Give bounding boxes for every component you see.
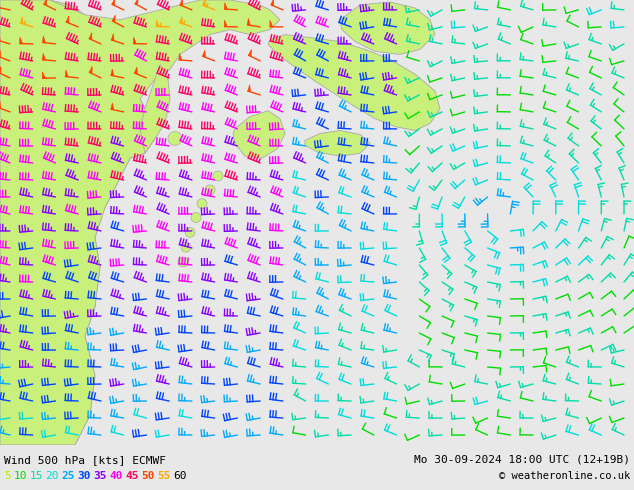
Text: 35: 35 — [93, 471, 107, 481]
Polygon shape — [44, 0, 47, 5]
Polygon shape — [66, 16, 69, 23]
Polygon shape — [270, 21, 273, 27]
Polygon shape — [233, 111, 285, 158]
Polygon shape — [65, 70, 68, 77]
Polygon shape — [0, 0, 280, 445]
Polygon shape — [268, 35, 440, 130]
Text: © weatheronline.co.uk: © weatheronline.co.uk — [499, 471, 630, 481]
Text: 30: 30 — [77, 471, 91, 481]
Text: 60: 60 — [174, 471, 187, 481]
Polygon shape — [203, 0, 205, 6]
Polygon shape — [248, 85, 250, 92]
Polygon shape — [89, 33, 92, 40]
Polygon shape — [42, 36, 46, 43]
Circle shape — [185, 227, 195, 237]
Polygon shape — [305, 130, 370, 156]
Circle shape — [213, 171, 223, 181]
Text: 55: 55 — [157, 471, 171, 481]
Polygon shape — [133, 37, 136, 44]
Polygon shape — [111, 69, 113, 76]
Text: 20: 20 — [46, 471, 59, 481]
Circle shape — [197, 199, 207, 209]
Text: 40: 40 — [110, 471, 123, 481]
Polygon shape — [20, 17, 23, 24]
Polygon shape — [0, 67, 1, 74]
Polygon shape — [247, 19, 250, 25]
Polygon shape — [134, 67, 137, 74]
Circle shape — [168, 131, 182, 146]
Text: 45: 45 — [126, 471, 139, 481]
Polygon shape — [135, 0, 138, 5]
Polygon shape — [224, 20, 227, 26]
Text: 50: 50 — [141, 471, 155, 481]
Text: 10: 10 — [13, 471, 27, 481]
Polygon shape — [42, 53, 46, 60]
Polygon shape — [203, 50, 205, 57]
Text: 5: 5 — [4, 471, 11, 481]
Polygon shape — [0, 0, 155, 445]
Text: 15: 15 — [30, 471, 43, 481]
Polygon shape — [271, 0, 274, 6]
Polygon shape — [89, 67, 92, 74]
Circle shape — [181, 242, 191, 252]
Polygon shape — [112, 34, 114, 41]
Polygon shape — [111, 103, 113, 110]
Polygon shape — [224, 2, 227, 9]
Polygon shape — [180, 0, 183, 6]
Polygon shape — [249, 49, 251, 56]
Polygon shape — [156, 20, 159, 26]
Polygon shape — [42, 72, 46, 78]
Text: Wind 500 hPa [kts] ECMWF: Wind 500 hPa [kts] ECMWF — [4, 455, 166, 465]
Polygon shape — [112, 15, 115, 22]
Text: 25: 25 — [61, 471, 75, 481]
Polygon shape — [140, 64, 170, 153]
Polygon shape — [179, 53, 182, 60]
Circle shape — [191, 213, 201, 222]
Polygon shape — [112, 0, 115, 5]
Text: Mo 30-09-2024 18:00 UTC (12+19B): Mo 30-09-2024 18:00 UTC (12+19B) — [414, 455, 630, 465]
Polygon shape — [20, 37, 23, 44]
Circle shape — [205, 185, 215, 195]
Polygon shape — [340, 2, 435, 54]
Polygon shape — [179, 17, 183, 24]
Circle shape — [178, 257, 188, 267]
